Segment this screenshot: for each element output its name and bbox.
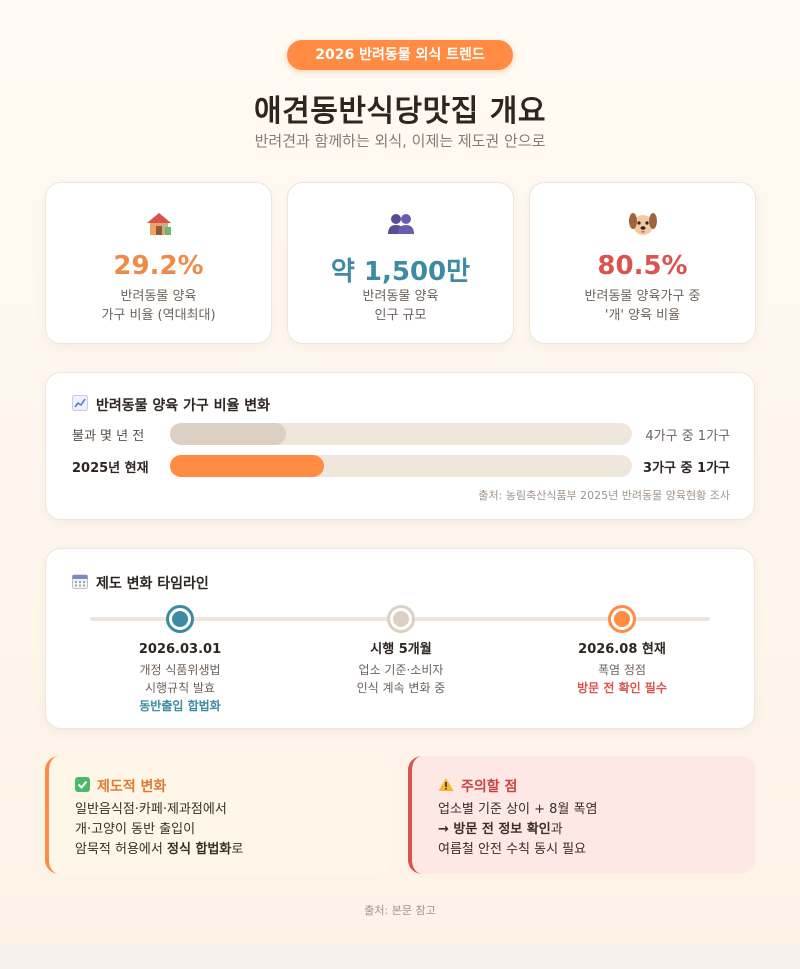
dog-icon — [530, 211, 755, 237]
note-body: 업소별 기준 상이 + 8월 폭염 → 방문 전 정보 확인과 여름철 안전 수… — [438, 800, 597, 860]
ratio-source: 출처: 농림축산식품부 2025년 반려동물 양육현황 조사 — [478, 487, 730, 503]
note-body: 일반음식점·카페·제과점에서 개·고양이 동반 출입이 암묵적 허용에서 정식 … — [75, 800, 243, 860]
stat-card-dog-ratio: 80.5% 반려동물 양육가구 중 '개' 양육 비율 — [529, 182, 756, 344]
ratio-card: 반려동물 양육 가구 비율 변화 불과 몇 년 전 4가구 중 1가구 2025… — [45, 372, 755, 520]
timeline-item-progress: 시행 5개월 업소 기준·소비자 인식 계속 변화 중 — [301, 641, 501, 697]
ratio-row-label: 불과 몇 년 전 — [72, 425, 170, 444]
footer-strip — [0, 944, 800, 969]
ratio-bar-fill — [170, 455, 324, 477]
timeline-node — [166, 605, 194, 633]
ratio-row-before: 불과 몇 년 전 4가구 중 1가구 — [72, 423, 730, 445]
ratio-bar-fill — [170, 423, 286, 445]
page-subtitle: 반려견과 함께하는 외식, 이제는 제도권 안으로 — [0, 130, 800, 151]
ratio-bar-track — [170, 455, 632, 477]
ratio-row-label: 2025년 현재 — [72, 457, 170, 476]
topic-badge: 2026 반려동물 외식 트렌드 — [287, 40, 513, 70]
timeline-card: 제도 변화 타임라인 2026.03.01 개정 식품위생법 시행규칙 발효 동… — [45, 548, 755, 729]
note-title: 제도적 변화 — [75, 776, 166, 796]
page-title: 애견동반식당맛집 개요 — [0, 86, 800, 130]
timeline-item-current: 2026.08 현재 폭염 정점 방문 전 확인 필수 — [522, 641, 722, 697]
stat-label: 반려동물 양육 인구 규모 — [288, 287, 513, 325]
stat-label: 반려동물 양육 가구 비율 (역대최대) — [46, 287, 271, 325]
ratio-section-title: 반려동물 양육 가구 비율 변화 — [72, 395, 270, 415]
timeline-item-law: 2026.03.01 개정 식품위생법 시행규칙 발효 동반출입 합법화 — [80, 641, 280, 715]
calendar-icon — [72, 573, 88, 593]
house-icon — [46, 211, 271, 237]
note-caution: 주의할 점 업소별 기준 상이 + 8월 폭염 → 방문 전 정보 확인과 여름… — [408, 756, 755, 874]
ratio-row-value: 3가구 중 1가구 — [643, 457, 730, 476]
people-icon — [288, 211, 513, 237]
timeline-section-title: 제도 변화 타임라인 — [72, 573, 209, 593]
ratio-row-current: 2025년 현재 3가구 중 1가구 — [72, 455, 730, 477]
ratio-row-value: 4가구 중 1가구 — [645, 425, 730, 444]
ratio-bar-track — [170, 423, 632, 445]
stat-card-household-ratio: 29.2% 반려동물 양육 가구 비율 (역대최대) — [45, 182, 272, 344]
warning-icon — [438, 777, 454, 796]
timeline-node — [387, 605, 415, 633]
stat-value: 약 1,500만 — [288, 251, 513, 288]
check-mark-icon — [75, 777, 90, 796]
chart-increasing-icon — [72, 395, 88, 415]
stat-label: 반려동물 양육가구 중 '개' 양육 비율 — [530, 287, 755, 325]
note-institutional-change: 제도적 변화 일반음식점·카페·제과점에서 개·고양이 동반 출입이 암묵적 허… — [45, 756, 392, 874]
timeline-node — [608, 605, 636, 633]
stat-value: 29.2% — [46, 251, 271, 281]
note-title: 주의할 점 — [438, 776, 517, 796]
stat-card-population: 약 1,500만 반려동물 양육 인구 규모 — [287, 182, 514, 344]
stat-value: 80.5% — [530, 251, 755, 281]
footer-source: 출처: 본문 참고 — [0, 902, 800, 918]
